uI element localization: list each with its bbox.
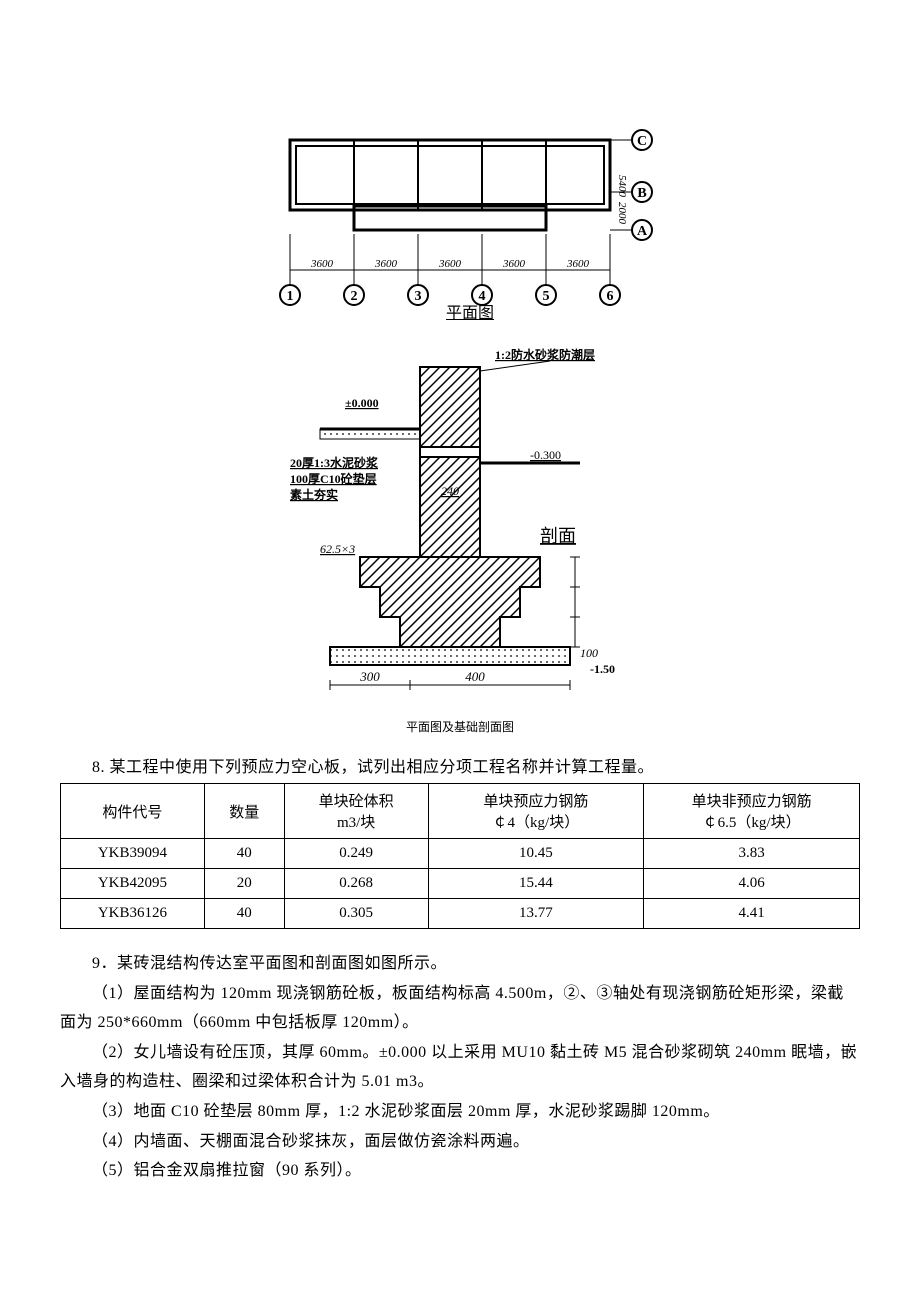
svg-text:4: 4 [479, 289, 486, 304]
svg-text:240: 240 [441, 484, 459, 498]
slab-table-col-0: 构件代号 [61, 784, 205, 839]
slab-cell-0-1: 40 [204, 839, 284, 869]
slab-table: 构件代号数量单块砼体积m3/块单块预应力钢筋￠4（kg/块）单块非预应力钢筋￠6… [60, 783, 860, 929]
svg-text:剖面: 剖面 [540, 526, 576, 546]
slab-table-col-2: 单块砼体积m3/块 [284, 784, 428, 839]
section-drawing-block: 1:2防水砂浆防潮层 ±0.000 20厚1:3水泥砂浆100厚C10砼垫层素土夯实… [60, 325, 860, 735]
slab-cell-2-1: 40 [204, 899, 284, 929]
svg-text:3: 3 [415, 289, 422, 304]
slab-cell-0-2: 0.249 [284, 839, 428, 869]
question-9-item-4: （4）内墙面、天棚面混合砂浆抹灰，面层做仿瓷涂料两遍。 [60, 1127, 860, 1157]
plan-drawing-block: 1 2 3 4 5 6 C B A 3600 3600 3600 3600 3600 5400 2000 平面图 [60, 120, 860, 325]
table-row: YKB36126400.30513.774.41 [61, 899, 860, 929]
question-9-item-3: （3）地面 C10 砼垫层 80mm 厚，1:2 水泥砂浆面层 20mm 厚，水… [60, 1097, 860, 1127]
svg-text:3600: 3600 [566, 258, 590, 270]
slab-cell-2-4: 4.41 [644, 899, 860, 929]
slab-table-col-4: 单块非预应力钢筋￠6.5（kg/块） [644, 784, 860, 839]
question-9-title: 9．某砖混结构传达室平面图和剖面图如图所示。 [60, 949, 860, 979]
svg-text:6: 6 [607, 289, 614, 304]
question-8-lead: 8. 某工程中使用下列预应力空心板，试列出相应分项工程名称并计算工程量。 [60, 753, 860, 777]
svg-text:400: 400 [465, 669, 485, 684]
svg-text:100: 100 [580, 646, 598, 660]
slab-cell-2-0: YKB36126 [61, 899, 205, 929]
svg-text:2: 2 [351, 289, 358, 304]
svg-text:100厚C10砼垫层: 100厚C10砼垫层 [290, 471, 377, 486]
svg-text:B: B [637, 186, 646, 201]
question-9-item-5: （5）铝合金双扇推拉窗（90 系列）。 [60, 1156, 860, 1186]
slab-cell-0-4: 3.83 [644, 839, 860, 869]
svg-text:1: 1 [287, 289, 294, 304]
slab-cell-0-3: 10.45 [428, 839, 644, 869]
svg-text:3600: 3600 [374, 258, 398, 270]
svg-text:5400: 5400 [616, 175, 628, 198]
slab-cell-1-3: 15.44 [428, 869, 644, 899]
svg-text:20厚1:3水泥砂浆: 20厚1:3水泥砂浆 [290, 455, 379, 470]
slab-cell-1-2: 0.268 [284, 869, 428, 899]
svg-text:1:2防水砂浆防潮层: 1:2防水砂浆防潮层 [495, 347, 595, 362]
slab-cell-2-3: 13.77 [428, 899, 644, 929]
slab-table-col-3: 单块预应力钢筋￠4（kg/块） [428, 784, 644, 839]
svg-text:5: 5 [543, 289, 550, 304]
drawing-caption: 平面图及基础剖面图 [60, 718, 860, 735]
svg-text:A: A [637, 224, 648, 239]
slab-cell-0-0: YKB39094 [61, 839, 205, 869]
svg-text:素土夯实: 素土夯实 [290, 487, 338, 502]
svg-text:62.5×3: 62.5×3 [320, 542, 355, 556]
svg-text:-0.300: -0.300 [530, 448, 561, 462]
document-page: 1 2 3 4 5 6 C B A 3600 3600 3600 3600 3600 5400 2000 平面图… [0, 0, 920, 1246]
svg-text:C: C [637, 134, 647, 149]
svg-text:3600: 3600 [502, 258, 526, 270]
table-row: YKB39094400.24910.453.83 [61, 839, 860, 869]
section-drawing: 1:2防水砂浆防潮层 ±0.000 20厚1:3水泥砂浆100厚C10砼垫层素土夯实… [250, 347, 670, 707]
svg-text:3600: 3600 [310, 258, 334, 270]
question-9-block: 9．某砖混结构传达室平面图和剖面图如图所示。（1）屋面结构为 120mm 现浇钢… [60, 949, 860, 1186]
svg-text:-1.50: -1.50 [590, 662, 615, 676]
question-9-item-1: （1）屋面结构为 120mm 现浇钢筋砼板，板面结构标高 4.500m，②、③轴… [60, 979, 860, 1038]
svg-text:300: 300 [359, 669, 380, 684]
svg-text:3600: 3600 [438, 258, 462, 270]
slab-cell-1-0: YKB42095 [61, 869, 205, 899]
svg-text:±0.000: ±0.000 [345, 396, 379, 410]
slab-table-col-1: 数量 [204, 784, 284, 839]
slab-cell-1-4: 4.06 [644, 869, 860, 899]
slab-cell-2-2: 0.305 [284, 899, 428, 929]
table-row: YKB42095200.26815.444.06 [61, 869, 860, 899]
plan-drawing: 1 2 3 4 5 6 C B A 3600 3600 3600 3600 3600 5400 2000 平面图 [260, 120, 660, 320]
svg-text:2000: 2000 [616, 202, 628, 225]
svg-text:平面图: 平面图 [446, 305, 494, 320]
question-9-item-2: （2）女儿墙设有砼压顶，其厚 60mm。±0.000 以上采用 MU10 黏土砖… [60, 1038, 860, 1097]
slab-cell-1-1: 20 [204, 869, 284, 899]
